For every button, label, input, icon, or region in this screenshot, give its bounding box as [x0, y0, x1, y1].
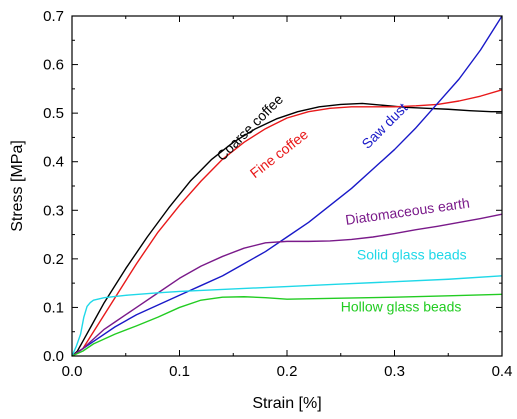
series-line-solid-glass-beads	[71, 275, 503, 357]
y-tick-label: 0.1	[43, 299, 64, 316]
series-label-hollow-glass-beads: Hollow glass beads	[341, 298, 462, 314]
y-tick-label: 0.7	[43, 8, 64, 25]
x-tick-label: 0.3	[384, 363, 405, 380]
y-tick-label: 0.2	[43, 251, 64, 268]
x-axis-title: Strain [%]	[252, 395, 321, 412]
x-tick-label: 0.0	[62, 363, 83, 380]
series-label-solid-glass-beads: Solid glass beads	[357, 246, 467, 262]
y-tick-label: 0.5	[43, 105, 64, 122]
x-tick-label: 0.4	[492, 363, 513, 380]
y-axis-title: Stress [MPa]	[9, 140, 26, 232]
series-layer	[71, 15, 503, 357]
y-tick-label: 0.0	[43, 348, 64, 365]
y-tick-label: 0.3	[43, 202, 64, 219]
x-tick-label: 0.1	[169, 363, 190, 380]
series-line-hollow-glass-beads	[71, 293, 503, 357]
series-line-fine-coffee	[71, 89, 503, 357]
y-tick-label: 0.4	[43, 154, 64, 171]
axes: 0.0 0.1 0.2 0.3 0.4 0.0 0.1 0.2 0.3 0.4 0.5 0.6 0.7	[43, 8, 512, 380]
x-tick-label: 0.2	[277, 363, 298, 380]
series-line-diatomaceous-earth	[71, 213, 503, 357]
series-line-coarse-coffee	[71, 102, 502, 357]
series-line-saw-dust	[71, 15, 503, 357]
y-tick-label: 0.6	[43, 57, 64, 74]
